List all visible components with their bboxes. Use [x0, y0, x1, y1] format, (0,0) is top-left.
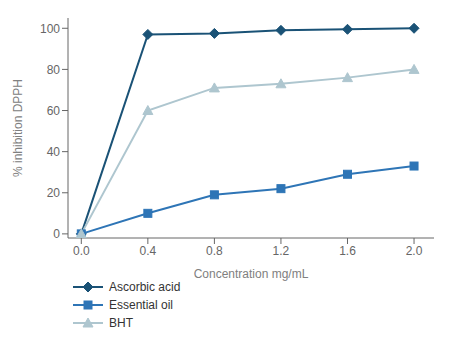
svg-text:0.4: 0.4: [140, 244, 157, 258]
html-text:Essential oil: Essential oil: [109, 298, 173, 312]
html-text:BHT: BHT: [109, 316, 133, 330]
html-text:Ascorbic acid: Ascorbic acid: [109, 280, 181, 294]
svg-text:100: 100: [40, 22, 60, 36]
svg-text:80: 80: [47, 63, 61, 77]
svg-text:2.0: 2.0: [406, 244, 423, 258]
svg-text:0.0: 0.0: [73, 244, 90, 258]
svg-text:60: 60: [47, 104, 61, 118]
svg-text:20: 20: [47, 186, 61, 200]
svg-text:0.8: 0.8: [206, 244, 223, 258]
svg-text:Concentration mg/mL: Concentration mg/mL: [194, 267, 309, 281]
svg-text:40: 40: [47, 145, 61, 159]
svg-text:1.2: 1.2: [273, 244, 290, 258]
svg-text:0: 0: [53, 227, 60, 241]
svg-text:% inhibition DPPH: % inhibition DPPH: [11, 79, 25, 177]
svg-text:1.6: 1.6: [339, 244, 356, 258]
